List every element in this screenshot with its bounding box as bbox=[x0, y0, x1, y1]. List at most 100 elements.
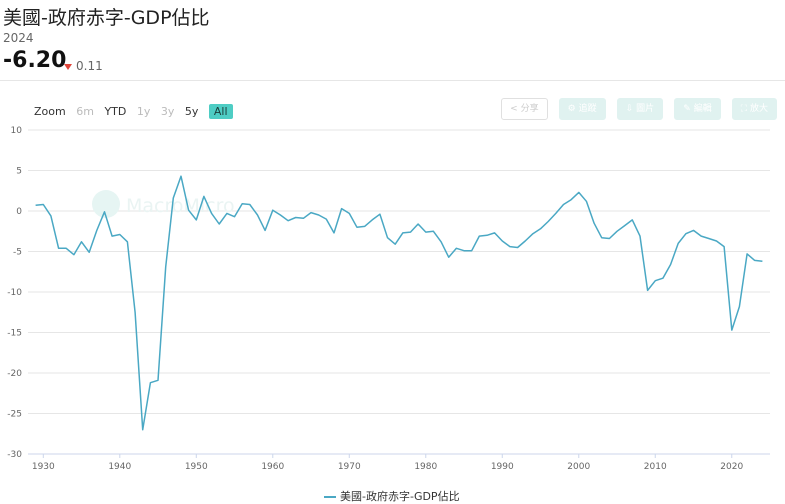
data-point[interactable] bbox=[57, 246, 61, 250]
data-point[interactable] bbox=[485, 233, 489, 237]
data-point[interactable] bbox=[546, 220, 550, 224]
data-point[interactable] bbox=[217, 222, 221, 226]
data-point[interactable] bbox=[408, 230, 412, 234]
data-point[interactable] bbox=[386, 236, 390, 240]
data-point[interactable] bbox=[156, 378, 160, 382]
data-point[interactable] bbox=[340, 207, 344, 211]
data-point[interactable] bbox=[171, 196, 175, 200]
data-point[interactable] bbox=[462, 249, 466, 253]
data-point[interactable] bbox=[332, 231, 336, 235]
data-point[interactable] bbox=[470, 249, 474, 253]
data-point[interactable] bbox=[324, 217, 328, 221]
data-point[interactable] bbox=[722, 245, 726, 249]
data-point[interactable] bbox=[294, 215, 298, 219]
data-point[interactable] bbox=[210, 211, 214, 215]
data-point[interactable] bbox=[638, 234, 642, 238]
data-point[interactable] bbox=[240, 202, 244, 206]
data-point[interactable] bbox=[317, 213, 321, 217]
data-point[interactable] bbox=[110, 234, 114, 238]
data-point[interactable] bbox=[347, 211, 351, 215]
data-point[interactable] bbox=[194, 218, 198, 222]
data-point[interactable] bbox=[661, 276, 665, 280]
zoom-1y-button[interactable]: 1y bbox=[136, 105, 151, 118]
data-point[interactable] bbox=[554, 211, 558, 215]
data-point[interactable] bbox=[516, 245, 520, 249]
data-point[interactable] bbox=[263, 228, 267, 232]
subscribe-button[interactable]: ⚙ 追蹤 bbox=[558, 98, 606, 120]
data-point[interactable] bbox=[577, 190, 581, 194]
data-point[interactable] bbox=[600, 236, 604, 240]
data-point[interactable] bbox=[646, 288, 650, 292]
data-point[interactable] bbox=[34, 203, 38, 207]
data-point[interactable] bbox=[623, 224, 627, 228]
data-point[interactable] bbox=[225, 211, 229, 215]
data-point[interactable] bbox=[539, 227, 543, 231]
data-point[interactable] bbox=[707, 237, 711, 241]
data-point[interactable] bbox=[760, 259, 764, 263]
chart-legend[interactable]: 美國-政府赤字-GDP佔比 bbox=[324, 488, 460, 504]
data-point[interactable] bbox=[416, 222, 420, 226]
data-point[interactable] bbox=[569, 198, 573, 202]
data-point[interactable] bbox=[630, 218, 634, 222]
data-point[interactable] bbox=[95, 228, 99, 232]
data-point[interactable] bbox=[102, 210, 106, 214]
data-point[interactable] bbox=[500, 239, 504, 243]
data-point[interactable] bbox=[745, 252, 749, 256]
data-point[interactable] bbox=[179, 174, 183, 178]
data-point[interactable] bbox=[424, 230, 428, 234]
data-point[interactable] bbox=[309, 211, 313, 215]
data-point[interactable] bbox=[148, 381, 152, 385]
data-point[interactable] bbox=[753, 258, 757, 262]
data-point[interactable] bbox=[676, 241, 680, 245]
data-point[interactable] bbox=[493, 231, 497, 235]
data-point[interactable] bbox=[202, 194, 206, 198]
data-point[interactable] bbox=[301, 216, 305, 220]
zoom-all-button[interactable]: All bbox=[208, 104, 233, 119]
zoom-ytd-button[interactable]: YTD bbox=[104, 105, 127, 118]
data-point[interactable] bbox=[87, 250, 91, 254]
data-point[interactable] bbox=[278, 213, 282, 217]
data-point[interactable] bbox=[125, 240, 129, 244]
edit-button[interactable]: ✎ 編輯 bbox=[674, 98, 721, 120]
download-button[interactable]: ⇩ 圖片 bbox=[616, 98, 664, 120]
data-point[interactable] bbox=[730, 328, 734, 332]
share-button[interactable]: < 分享 bbox=[501, 98, 548, 120]
data-point[interactable] bbox=[41, 203, 45, 207]
data-point[interactable] bbox=[684, 232, 688, 236]
data-point[interactable] bbox=[584, 199, 588, 203]
data-point[interactable] bbox=[737, 305, 741, 309]
data-point[interactable] bbox=[49, 214, 53, 218]
data-point[interactable] bbox=[286, 219, 290, 223]
data-point[interactable] bbox=[233, 215, 237, 219]
data-point[interactable] bbox=[454, 246, 458, 250]
data-point[interactable] bbox=[141, 428, 145, 432]
data-point[interactable] bbox=[80, 240, 84, 244]
data-point[interactable] bbox=[378, 212, 382, 216]
data-point[interactable] bbox=[255, 213, 259, 217]
data-point[interactable] bbox=[248, 203, 252, 207]
data-point[interactable] bbox=[508, 245, 512, 249]
data-point[interactable] bbox=[531, 232, 535, 236]
data-point[interactable] bbox=[393, 242, 397, 246]
fullscreen-button[interactable]: ⛶ 放大 bbox=[731, 98, 777, 120]
data-point[interactable] bbox=[431, 229, 435, 233]
data-point[interactable] bbox=[64, 246, 68, 250]
data-point[interactable] bbox=[370, 218, 374, 222]
data-point[interactable] bbox=[692, 228, 696, 232]
data-point[interactable] bbox=[355, 225, 359, 229]
data-point[interactable] bbox=[118, 232, 122, 236]
data-point[interactable] bbox=[133, 310, 137, 314]
data-point[interactable] bbox=[653, 279, 657, 283]
data-point[interactable] bbox=[561, 203, 565, 207]
data-point[interactable] bbox=[607, 237, 611, 241]
data-point[interactable] bbox=[523, 239, 527, 243]
data-point[interactable] bbox=[714, 239, 718, 243]
zoom-3y-button[interactable]: 3y bbox=[160, 105, 175, 118]
data-point[interactable] bbox=[477, 234, 481, 238]
data-point[interactable] bbox=[72, 253, 76, 257]
data-point[interactable] bbox=[363, 224, 367, 228]
zoom-6m-button[interactable]: 6m bbox=[76, 105, 94, 118]
data-point[interactable] bbox=[669, 262, 673, 266]
series-line[interactable] bbox=[35, 175, 763, 431]
zoom-5y-button[interactable]: 5y bbox=[184, 105, 199, 118]
